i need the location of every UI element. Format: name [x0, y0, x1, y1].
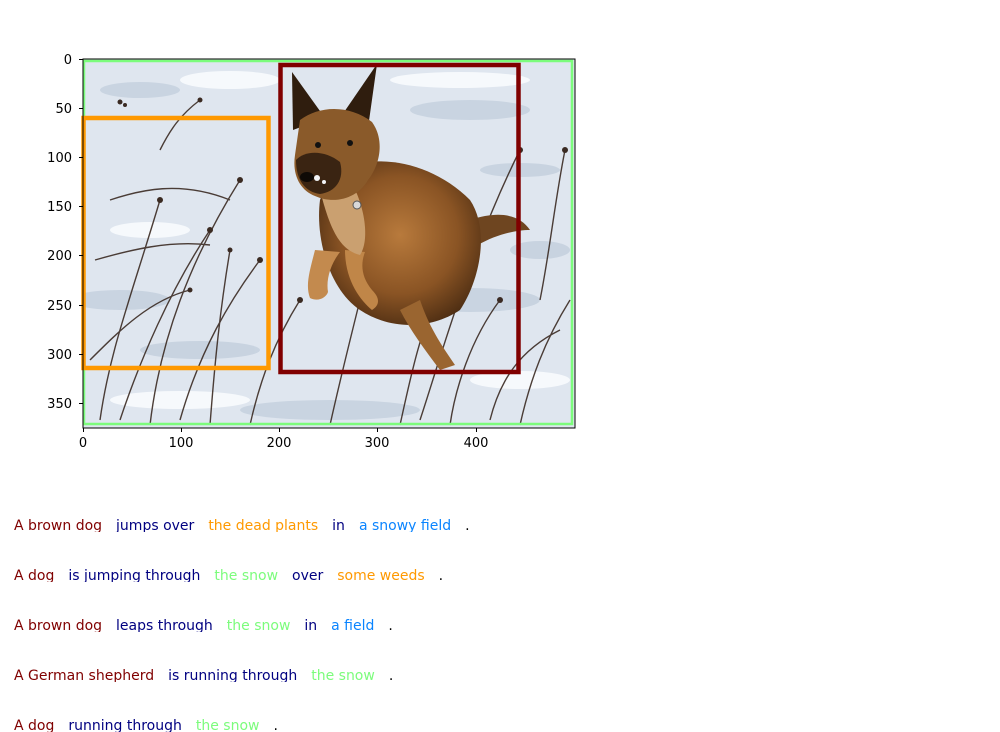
x-tick-label: 300	[365, 436, 390, 451]
caption-phrase: the snow	[311, 668, 375, 682]
x-tick-label: 400	[464, 436, 489, 451]
caption-phrase: the snow	[214, 568, 279, 582]
caption-phrase: in	[332, 518, 345, 532]
caption-phrase: the snow	[226, 618, 291, 632]
y-tick-label: 100	[47, 151, 72, 166]
caption-phrase: .	[273, 718, 278, 732]
caption-phrase: the snow	[195, 718, 260, 732]
axes-frame	[82, 58, 576, 429]
x-tick-label: 100	[169, 436, 194, 451]
dog-tag	[352, 200, 362, 210]
caption-phrase: .	[465, 518, 470, 532]
x-tick-label: 0	[79, 436, 87, 451]
dog-nose	[300, 172, 314, 182]
caption-phrase: A brown dog	[14, 518, 103, 532]
caption-1: A brown dog jumps over the dead plants in a …	[14, 518, 470, 532]
dog-front-leg-right	[345, 250, 378, 310]
caption-5: A dog running through the snow.	[14, 718, 278, 732]
caption-phrase: over	[292, 568, 324, 582]
caption-phrase: leaps through	[116, 618, 213, 632]
dog-tail	[470, 214, 530, 245]
dog-muzzle	[296, 152, 342, 194]
snow-highlights	[110, 71, 570, 409]
bbox-darkred	[278, 62, 521, 375]
caption-phrase: A brown dog	[14, 618, 103, 632]
y-tick-label: 200	[47, 249, 72, 264]
caption-phrase: jumps over	[116, 518, 195, 532]
caption-phrase: .	[388, 618, 393, 632]
y-tick-label: 300	[47, 348, 72, 363]
caption-phrase: the dead plants	[208, 518, 319, 532]
y-tick-label: 150	[47, 200, 72, 215]
caption-phrase: is jumping through	[68, 568, 201, 582]
caption-phrase: is running through	[168, 668, 298, 682]
dog-eye-right	[347, 140, 353, 146]
caption-phrase: some weeds	[337, 568, 425, 582]
y-tick-label: 250	[47, 299, 72, 314]
caption-phrase: a snowy field	[358, 518, 452, 532]
y-tick-label: 350	[47, 397, 72, 412]
caption-phrase: A dog	[14, 568, 55, 582]
caption-phrase: running through	[68, 718, 182, 732]
y-tick-label: 0	[64, 53, 72, 68]
dog-eye-left	[315, 142, 321, 148]
annotated-image-figure: 0 50 100 150 200 250 300 350 0 100 200 3…	[47, 53, 576, 451]
dog-front-leg-left	[307, 250, 340, 300]
caption-3: A brown dog leaps through the snow in a fiel…	[14, 618, 393, 632]
dog-hind-leg	[400, 300, 455, 370]
caption-phrase: in	[304, 618, 318, 632]
snow-on-dog	[314, 175, 326, 184]
caption-phrase: A German shepherd	[14, 668, 155, 682]
x-axis: 0 100 200 300 400	[79, 428, 489, 451]
caption-phrase: .	[438, 568, 444, 582]
y-tick-label: 50	[55, 102, 72, 117]
caption-phrase: .	[388, 668, 394, 682]
caption-4: A German shepherd is running through the s…	[14, 668, 393, 682]
caption-2: A dog is jumping through the snow over some …	[14, 568, 443, 582]
x-tick-label: 200	[267, 436, 292, 451]
y-axis: 0 50 100 150 200 250 300 350	[47, 53, 83, 412]
caption-phrase: a field	[331, 618, 375, 632]
caption-phrase: A dog	[14, 718, 55, 732]
